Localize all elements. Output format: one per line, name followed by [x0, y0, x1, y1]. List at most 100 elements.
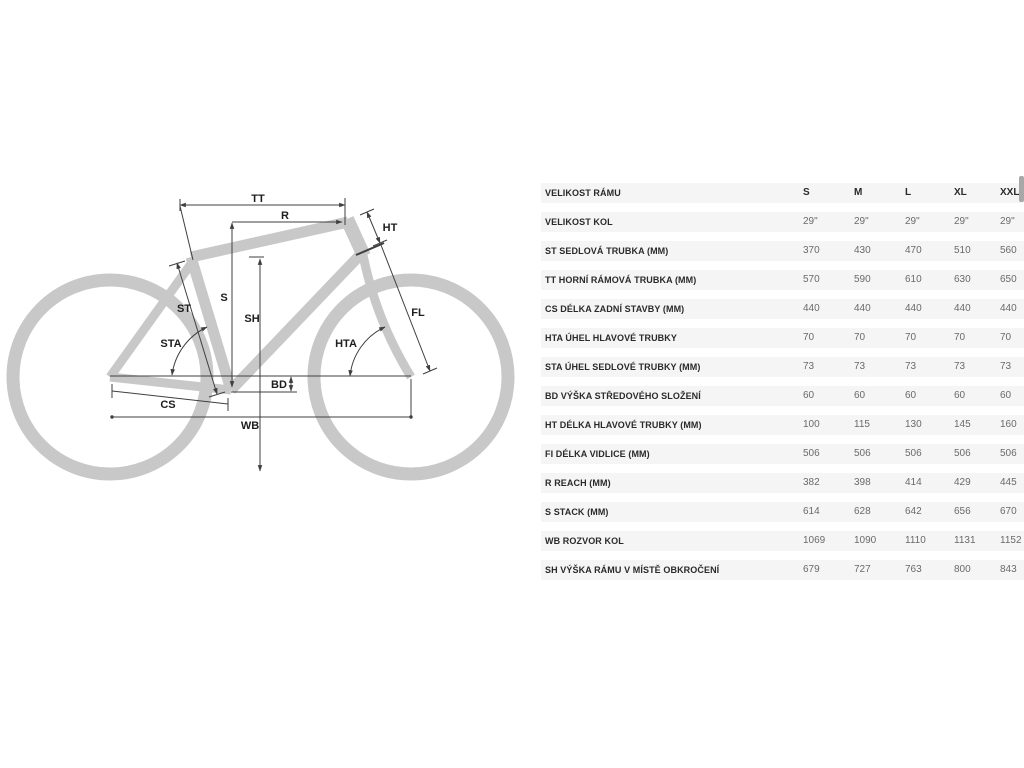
fl-dim-line: [380, 244, 431, 372]
cell: 843: [1000, 564, 1017, 575]
label-bd: BD: [271, 379, 287, 391]
bike-geometry-diagram: TT R HT S SH ST STA HTA FL BD CS WB: [6, 193, 515, 481]
table-row-fork-length: FI DÉLKA VIDLICE (MM) 506 506 506 506 50…: [541, 444, 1024, 464]
cell: 506: [1000, 448, 1017, 459]
cell: 100: [803, 419, 820, 430]
cell: 440: [803, 303, 820, 314]
cell: 398: [854, 477, 871, 488]
table-row-reach: R REACH (MM) 382 398 414 429 445: [541, 473, 1024, 493]
label-r: R: [281, 210, 289, 222]
cell: 414: [905, 477, 922, 488]
cell: 440: [854, 303, 871, 314]
cs-dim-line: [111, 390, 229, 405]
fork-tube: [358, 254, 415, 380]
cell: 130: [905, 419, 922, 430]
cell: 656: [954, 506, 971, 517]
cell: 628: [854, 506, 871, 517]
table-row-stack: S STACK (MM) 614 628 642 656 670: [541, 502, 1024, 522]
cell: 506: [905, 448, 922, 459]
cell: 470: [905, 245, 922, 256]
table-header-row: VELIKOST RÁMU S M L XL XXL: [541, 183, 1024, 203]
cell: 506: [803, 448, 820, 459]
cell: 440: [905, 303, 922, 314]
cell: 506: [854, 448, 871, 459]
cell: 1110: [905, 535, 926, 546]
cell: 1069: [803, 535, 826, 546]
cell: 429: [954, 477, 971, 488]
vertical-scrollbar-thumb[interactable]: [1019, 176, 1024, 202]
cell: 560: [1000, 245, 1017, 256]
front-wheel: [307, 273, 515, 481]
table-row-top-tube: TT HORNÍ RÁMOVÁ TRUBKA (MM) 570 590 610 …: [541, 270, 1024, 290]
table-row-standover: SH VÝŠKA RÁMU V MÍSTĚ OBKROČENÍ 679 727 …: [541, 560, 1024, 580]
row-label: STA ÚHEL SEDLOVÉ TRUBKY (MM): [545, 362, 701, 372]
cell: 29": [854, 216, 869, 227]
cell: 670: [1000, 506, 1017, 517]
cell: 800: [954, 564, 971, 575]
row-label: S STACK (MM): [545, 507, 609, 517]
seat-axis-extension: [179, 205, 194, 261]
cell: 614: [803, 506, 820, 517]
table-row-head-angle: HTA ÚHEL HLAVOVÉ TRUBKY 70 70 70 70 70: [541, 328, 1024, 348]
cell: 73: [854, 361, 866, 372]
cell: 727: [854, 564, 871, 575]
label-ht: HT: [383, 222, 398, 234]
down-tube: [227, 249, 366, 394]
ht-top-tick: [359, 208, 375, 216]
row-label: FI DÉLKA VIDLICE (MM): [545, 449, 650, 459]
label-sta: STA: [160, 338, 181, 350]
cell: 60: [854, 390, 866, 401]
cell: 60: [954, 390, 966, 401]
table-row-wheelbase: WB ROZVOR KOL 1069 1090 1110 1131 1152: [541, 531, 1024, 551]
cell: 73: [1000, 361, 1012, 372]
cell: 60: [803, 390, 815, 401]
wb-right-dot: [409, 415, 413, 419]
label-tt: TT: [251, 193, 265, 205]
label-fl: FL: [411, 307, 425, 319]
ht-dim-line: [366, 211, 381, 244]
cell: 70: [954, 332, 966, 343]
cell: 650: [1000, 274, 1017, 285]
dimension-lines: [110, 198, 438, 472]
cell: 29": [1000, 216, 1015, 227]
top-tube: [189, 216, 350, 263]
label-wb: WB: [241, 420, 259, 432]
row-label: TT HORNÍ RÁMOVÁ TRUBKA (MM): [545, 275, 697, 285]
cell: 70: [854, 332, 866, 343]
cell: 29": [905, 216, 920, 227]
cell: 590: [854, 274, 871, 285]
cell: 70: [803, 332, 815, 343]
label-sh: SH: [244, 313, 259, 325]
label-s: S: [220, 292, 227, 304]
cell: 73: [803, 361, 815, 372]
cell: 382: [803, 477, 820, 488]
wb-left-dot: [110, 415, 114, 419]
headtube-cross-tick: [355, 242, 385, 256]
cell: 73: [905, 361, 917, 372]
st-bottom-tick: [208, 391, 226, 398]
fl-bottom-tick: [422, 367, 438, 375]
cell: 440: [954, 303, 971, 314]
cell: 610: [905, 274, 922, 285]
label-hta: HTA: [335, 338, 357, 350]
cell: 440: [1000, 303, 1017, 314]
cell: 145: [954, 419, 971, 430]
cell: 679: [803, 564, 820, 575]
cell: 29": [803, 216, 818, 227]
row-label: CS DÉLKA ZADNÍ STAVBY (MM): [545, 304, 685, 314]
table-row-wheel-size: VELIKOST KOL 29" 29" 29" 29" 29": [541, 212, 1024, 232]
table-row-seat-tube: ST SEDLOVÁ TRUBKA (MM) 370 430 470 510 5…: [541, 241, 1024, 261]
table-row-head-tube: HT DÉLKA HLAVOVÉ TRUBKY (MM) 100 115 130…: [541, 415, 1024, 435]
label-cs: CS: [160, 399, 175, 411]
cell: 60: [1000, 390, 1012, 401]
header-label: VELIKOST RÁMU: [545, 188, 621, 198]
size-column-l: L: [905, 187, 912, 198]
table-row-chainstay: CS DÉLKA ZADNÍ STAVBY (MM) 440 440 440 4…: [541, 299, 1024, 319]
cell: 1090: [854, 535, 877, 546]
hta-angle-arc: [348, 326, 386, 377]
cell: 506: [954, 448, 971, 459]
st-top-tick: [168, 260, 186, 267]
row-label: HTA ÚHEL HLAVOVÉ TRUBKY: [545, 333, 677, 343]
cell: 445: [1000, 477, 1017, 488]
cell: 763: [905, 564, 922, 575]
